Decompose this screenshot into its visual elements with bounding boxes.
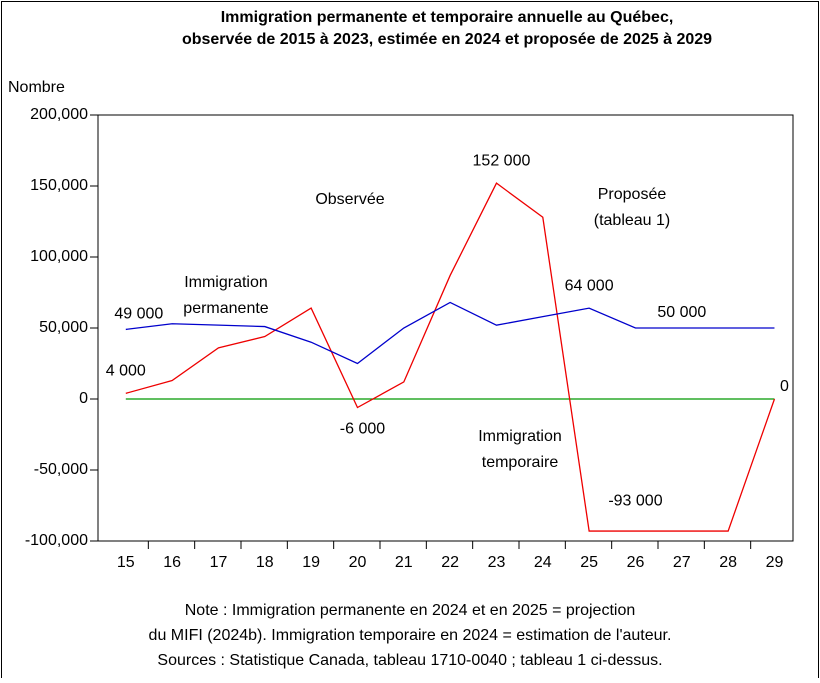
x-tick-label: 26 bbox=[627, 554, 645, 571]
y-tick-label: 150,000 bbox=[30, 177, 88, 194]
annotation: Immigration bbox=[478, 428, 562, 445]
x-tick-label: 18 bbox=[256, 554, 274, 571]
x-tick-label: 29 bbox=[766, 554, 784, 571]
y-tick-label: -50,000 bbox=[34, 461, 88, 478]
y-tick-label: 200,000 bbox=[30, 106, 88, 123]
x-tick-label: 15 bbox=[117, 554, 135, 571]
annotation: Proposée bbox=[598, 186, 667, 203]
x-tick-label: 28 bbox=[719, 554, 737, 571]
data-label: 4 000 bbox=[106, 363, 146, 380]
x-tick-label: 22 bbox=[441, 554, 459, 571]
chart-title: observée de 2015 à 2023, estimée en 2024… bbox=[182, 31, 712, 48]
annotation: Immigration bbox=[184, 274, 268, 291]
annotation: Observée bbox=[315, 191, 384, 208]
series-line bbox=[125, 182, 776, 532]
x-tick-label: 17 bbox=[210, 554, 228, 571]
data-label: 49 000 bbox=[114, 306, 163, 323]
note: Note : Immigration permanente en 2024 et… bbox=[185, 602, 636, 619]
annotation: temporaire bbox=[482, 454, 559, 471]
x-tick-label: 19 bbox=[302, 554, 320, 571]
x-tick-label: 24 bbox=[534, 554, 552, 571]
annotation: permanente bbox=[183, 300, 268, 317]
data-label: 152 000 bbox=[473, 152, 531, 169]
note: Sources : Statistique Canada, tableau 17… bbox=[157, 652, 662, 669]
x-tick-label: 21 bbox=[395, 554, 413, 571]
x-tick-label: 20 bbox=[349, 554, 367, 571]
note: du MIFI (2024b). Immigration temporaire … bbox=[149, 627, 672, 644]
x-tick-label: 23 bbox=[488, 554, 506, 571]
y-tick-label: 50,000 bbox=[39, 319, 88, 336]
y-tick-label: 0 bbox=[79, 390, 88, 407]
y-tick-label: 100,000 bbox=[30, 248, 88, 265]
series-line bbox=[125, 301, 775, 365]
data-label: -6 000 bbox=[340, 421, 385, 438]
annotation: (tableau 1) bbox=[594, 212, 671, 229]
data-label: 50 000 bbox=[657, 304, 706, 321]
y-tick-label: -100,000 bbox=[25, 532, 88, 549]
y-axis-label: Nombre bbox=[8, 79, 65, 96]
data-label: 64 000 bbox=[565, 277, 614, 294]
data-label: -93 000 bbox=[608, 492, 662, 509]
data-label: 0 bbox=[780, 378, 789, 395]
x-tick-label: 25 bbox=[580, 554, 598, 571]
x-tick-label: 16 bbox=[163, 554, 181, 571]
x-tick-label: 27 bbox=[673, 554, 691, 571]
chart-title: Immigration permanente et temporaire ann… bbox=[221, 9, 674, 26]
